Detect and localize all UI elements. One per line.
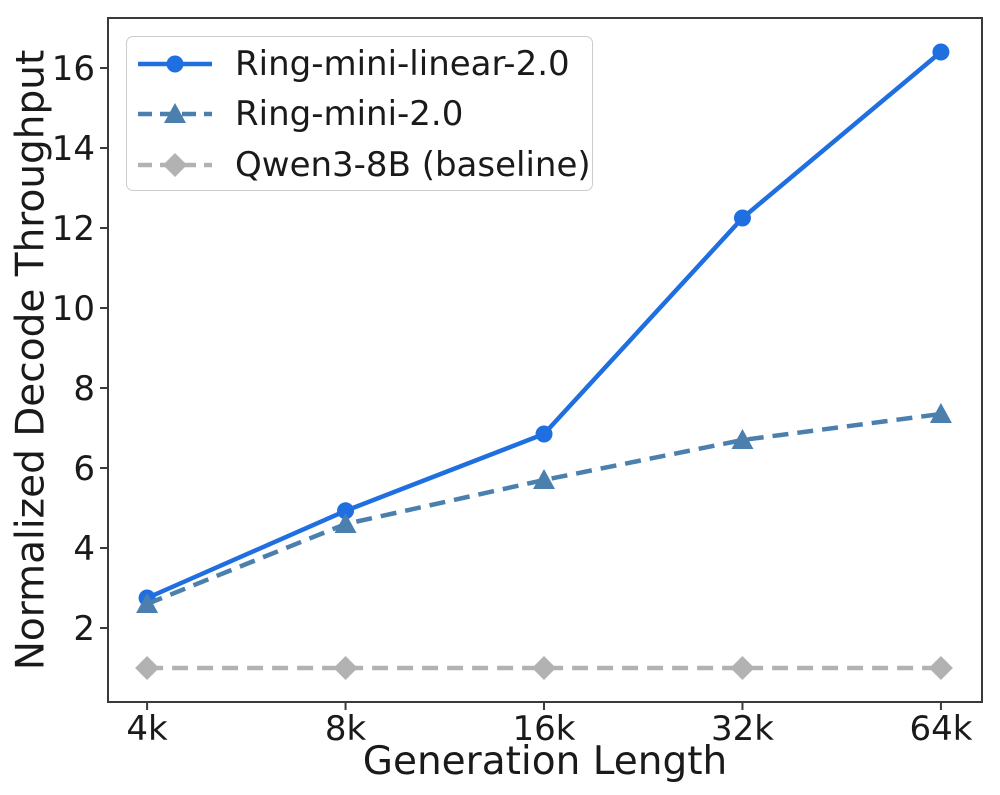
data-point-marker [932,43,950,61]
y-tick-label: 6 [73,449,95,489]
legend-sample-marker [163,152,187,177]
y-tick-label: 10 [52,289,95,329]
line-marker-sample-icon [138,103,212,124]
x-tick-label: 4k [126,709,168,749]
x-axis-title: Generation Length [362,739,728,784]
data-point-marker [733,209,751,227]
data-point-marker [731,429,754,449]
legend-label: Ring-mini-linear-2.0 [235,44,570,85]
line-marker-sample-icon [138,55,212,73]
data-point-marker [535,425,553,443]
data-point-marker [928,656,953,680]
y-tick-label: 2 [73,609,95,649]
legend-label: Ring-mini-2.0 [235,94,464,135]
x-tick-label: 16k [513,709,576,749]
legend-sample-marker [166,55,184,73]
data-point-marker [337,502,355,520]
legend-item-ring-mini-linear: Ring-mini-linear-2.0 [136,40,592,89]
legend: Ring-mini-linear-2.0 Ring-mini-2.0 Qwen3… [126,36,593,191]
y-tick-label: 14 [52,129,95,169]
y-axis-title: Normalized Decode Throughput [8,49,54,671]
data-point-marker [135,656,160,680]
data-point-marker [333,656,358,680]
y-tick-label: 4 [73,529,95,569]
series-line [146,411,942,607]
data-point-marker [730,656,755,680]
y-tick-label: 8 [73,369,95,409]
data-point-marker [929,403,952,423]
line-marker-sample-icon [138,152,212,177]
legend-item-qwen-baseline: Qwen3-8B (baseline) [136,140,592,189]
legend-item-ring-mini: Ring-mini-2.0 [136,90,592,139]
data-point-marker [136,593,159,613]
data-point-marker [334,513,357,533]
legend-label: Qwen3-8B (baseline) [235,144,591,185]
x-tick-label: 64k [909,709,972,749]
legend-sample-marker [164,103,186,124]
y-tick-label: 16 [52,49,95,89]
x-tick-label: 8k [325,709,367,749]
data-point-marker [533,469,556,489]
x-tick-label: 32k [711,709,774,749]
data-point-marker [532,656,557,680]
y-tick-label: 12 [52,209,95,249]
